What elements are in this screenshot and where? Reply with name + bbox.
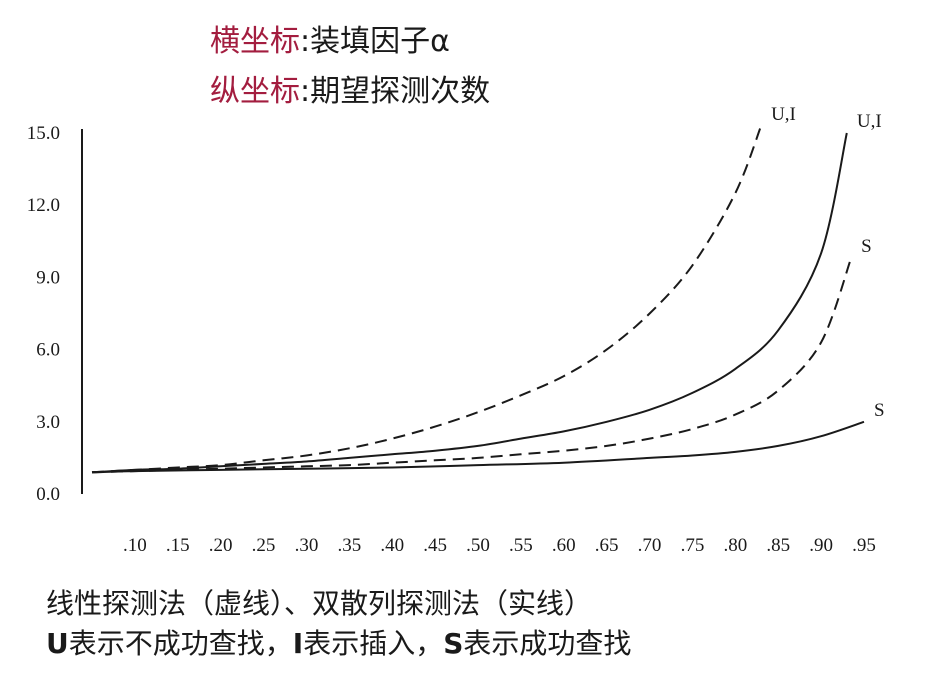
x-tick-label: .95	[852, 535, 876, 556]
series-line-double-hashing-s	[91, 420, 865, 474]
caption-i-letter: I	[292, 627, 304, 660]
series-line-linear-probing-ui	[91, 125, 763, 474]
x-tick-label: .90	[809, 535, 833, 556]
x-tick-label: .75	[681, 535, 705, 556]
x-tick-label: .85	[766, 535, 790, 556]
title-colon: :	[300, 24, 311, 59]
x-tick-label: .20	[209, 535, 233, 556]
x-tick-label: .30	[295, 535, 319, 556]
caption-s-text: 表示成功查找	[463, 627, 632, 660]
y-tick-label: 0.0	[36, 484, 60, 505]
y-tick-label: 9.0	[36, 267, 60, 288]
y-axis-title-text: 期望探测次数	[310, 74, 491, 109]
x-tick-label: .70	[638, 535, 662, 556]
x-tick-label: .65	[595, 535, 619, 556]
x-tick-label: .10	[123, 535, 147, 556]
x-tick-label: .55	[509, 535, 533, 556]
series-label: U,I	[771, 104, 796, 125]
y-tick-label: 3.0	[36, 412, 60, 433]
caption-legend: U表示不成功查找，I表示插入，S表示成功查找	[46, 622, 631, 662]
y-tick-label: 6.0	[36, 340, 60, 361]
y-axis-title: 纵坐标:期望探测次数	[210, 66, 490, 110]
caption-methods: 线性探测法（虚线）、双散列探测法（实线）	[46, 587, 593, 620]
y-tick-label: 12.0	[27, 195, 60, 216]
caption-s-letter: S	[443, 627, 464, 660]
x-tick-label: .40	[380, 535, 404, 556]
x-tick-label: .50	[466, 535, 490, 556]
series-line-linear-probing-s	[91, 257, 853, 474]
series-label: S	[861, 236, 872, 257]
x-axis-title-text: 装填因子α	[310, 24, 450, 59]
caption-u-text: 表示不成功查找，	[68, 627, 293, 660]
caption-i-text: 表示插入，	[303, 627, 444, 660]
series-label: S	[874, 400, 885, 421]
x-tick-label: .80	[723, 535, 747, 556]
y-axis-title-prefix: 纵坐标	[210, 74, 300, 109]
series-line-double-hashing-ui	[91, 132, 848, 474]
y-tick-label: 15.0	[27, 123, 60, 144]
x-tick-label: .25	[252, 535, 276, 556]
title-colon: :	[300, 74, 311, 109]
caption-u-letter: U	[46, 627, 69, 660]
x-axis-title-prefix: 横坐标	[210, 24, 300, 59]
x-tick-label: .60	[552, 535, 576, 556]
x-tick-label: .45	[423, 535, 447, 556]
x-tick-label: .15	[166, 535, 190, 556]
x-axis-title: 横坐标:装填因子α	[210, 16, 450, 60]
x-tick-label: .35	[337, 535, 361, 556]
series-label: U,I	[857, 111, 882, 132]
